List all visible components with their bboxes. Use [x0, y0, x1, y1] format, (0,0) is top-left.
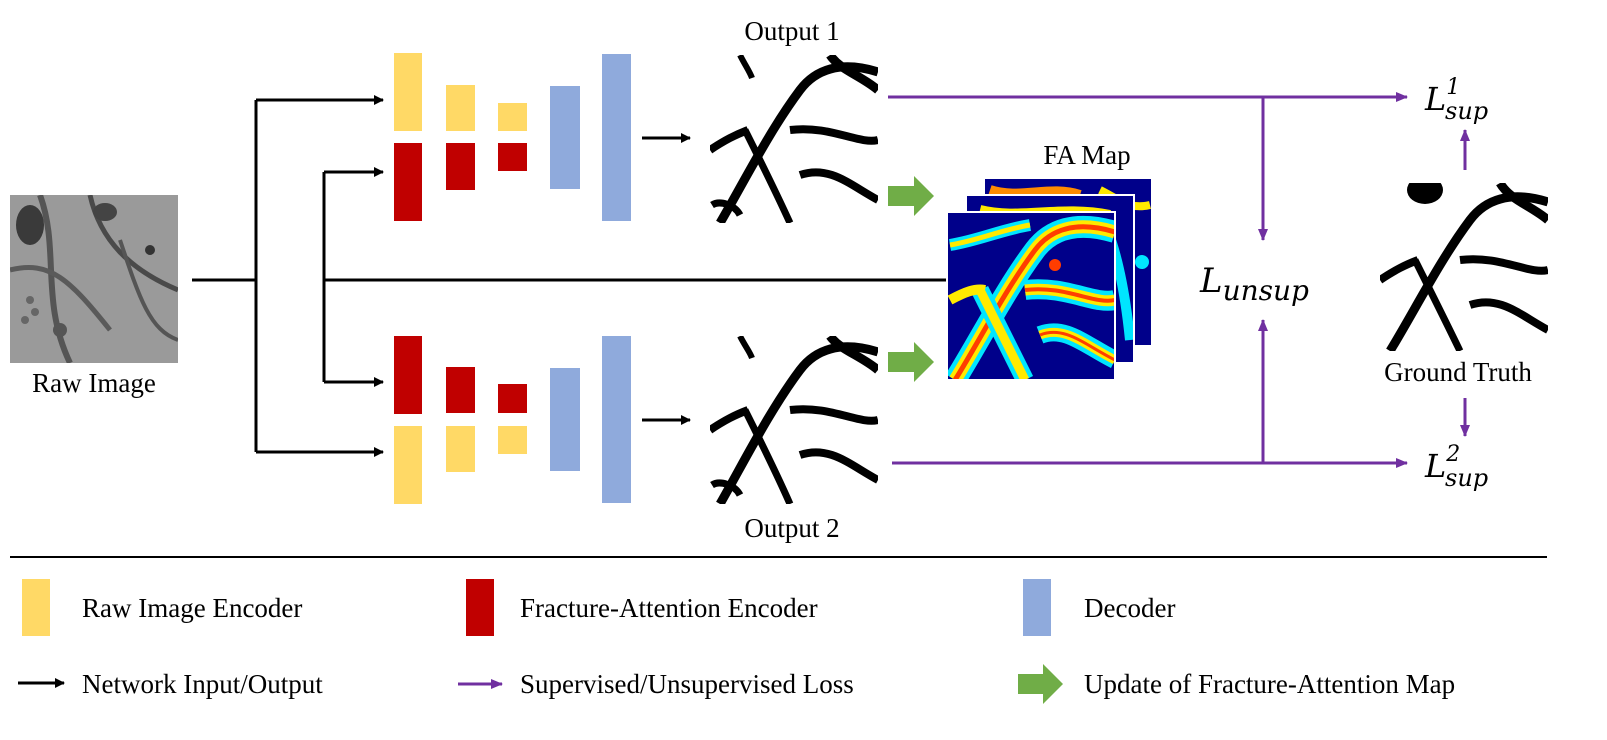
raw-image-thumbnail	[10, 195, 178, 363]
legend-raw-encoder-label: Raw Image Encoder	[82, 593, 302, 623]
raw-encoder-block	[394, 426, 422, 504]
bottom-network	[394, 336, 631, 504]
fa-map-label: FA Map	[1043, 140, 1130, 170]
loss-sup2-label: L2 sup	[1424, 442, 1488, 492]
fa-encoder-block	[498, 143, 527, 171]
loss-sup1-label: L1 sup	[1424, 75, 1488, 125]
update-arrow-top	[888, 176, 934, 216]
decoder-block	[550, 86, 580, 189]
decoder-block	[602, 336, 631, 503]
legend-network-io-label: Network Input/Output	[82, 669, 323, 699]
fa-encoder-block	[446, 367, 475, 413]
loss-arrows	[888, 92, 1470, 468]
legend-swatch-decoder	[1023, 579, 1051, 636]
decoder-block	[550, 368, 580, 471]
raw-encoder-block	[394, 53, 422, 131]
top-network	[394, 53, 631, 221]
legend-loss-label: Supervised/Unsupervised Loss	[520, 669, 854, 699]
raw-encoder-block	[446, 426, 475, 472]
update-arrows	[888, 176, 934, 382]
update-arrow-bottom	[888, 342, 934, 382]
legend-update-arrow-icon	[1018, 664, 1063, 704]
legend-fa-encoder-label: Fracture-Attention Encoder	[520, 593, 818, 623]
fa-encoder-block	[394, 143, 422, 221]
raw-image-label: Raw Image	[32, 368, 156, 398]
fa-encoder-block	[498, 384, 527, 413]
legend-update-label: Update of Fracture-Attention Map	[1084, 669, 1455, 699]
fa-map-stack	[946, 177, 1153, 381]
output2-segmentation	[710, 336, 878, 504]
ground-truth-label: Ground Truth	[1384, 357, 1532, 387]
loss-unsup-label: Lunsup	[1199, 261, 1309, 307]
network-io-arrows	[192, 95, 946, 457]
raw-encoder-block	[498, 426, 527, 454]
legend: Raw Image Encoder Fracture-Attention Enc…	[18, 579, 1455, 704]
decoder-block	[602, 54, 631, 221]
output1-segmentation	[710, 55, 878, 223]
legend-swatch-fa-encoder	[466, 579, 494, 636]
legend-decoder-label: Decoder	[1084, 593, 1175, 623]
fa-encoder-block	[446, 143, 475, 190]
legend-swatch-raw-encoder	[22, 579, 50, 636]
ground-truth-segmentation	[1380, 183, 1548, 351]
fa-encoder-block	[394, 336, 422, 414]
raw-encoder-block	[498, 103, 527, 131]
output1-label: Output 1	[744, 16, 839, 46]
raw-encoder-block	[446, 85, 475, 131]
output2-label: Output 2	[744, 513, 839, 543]
